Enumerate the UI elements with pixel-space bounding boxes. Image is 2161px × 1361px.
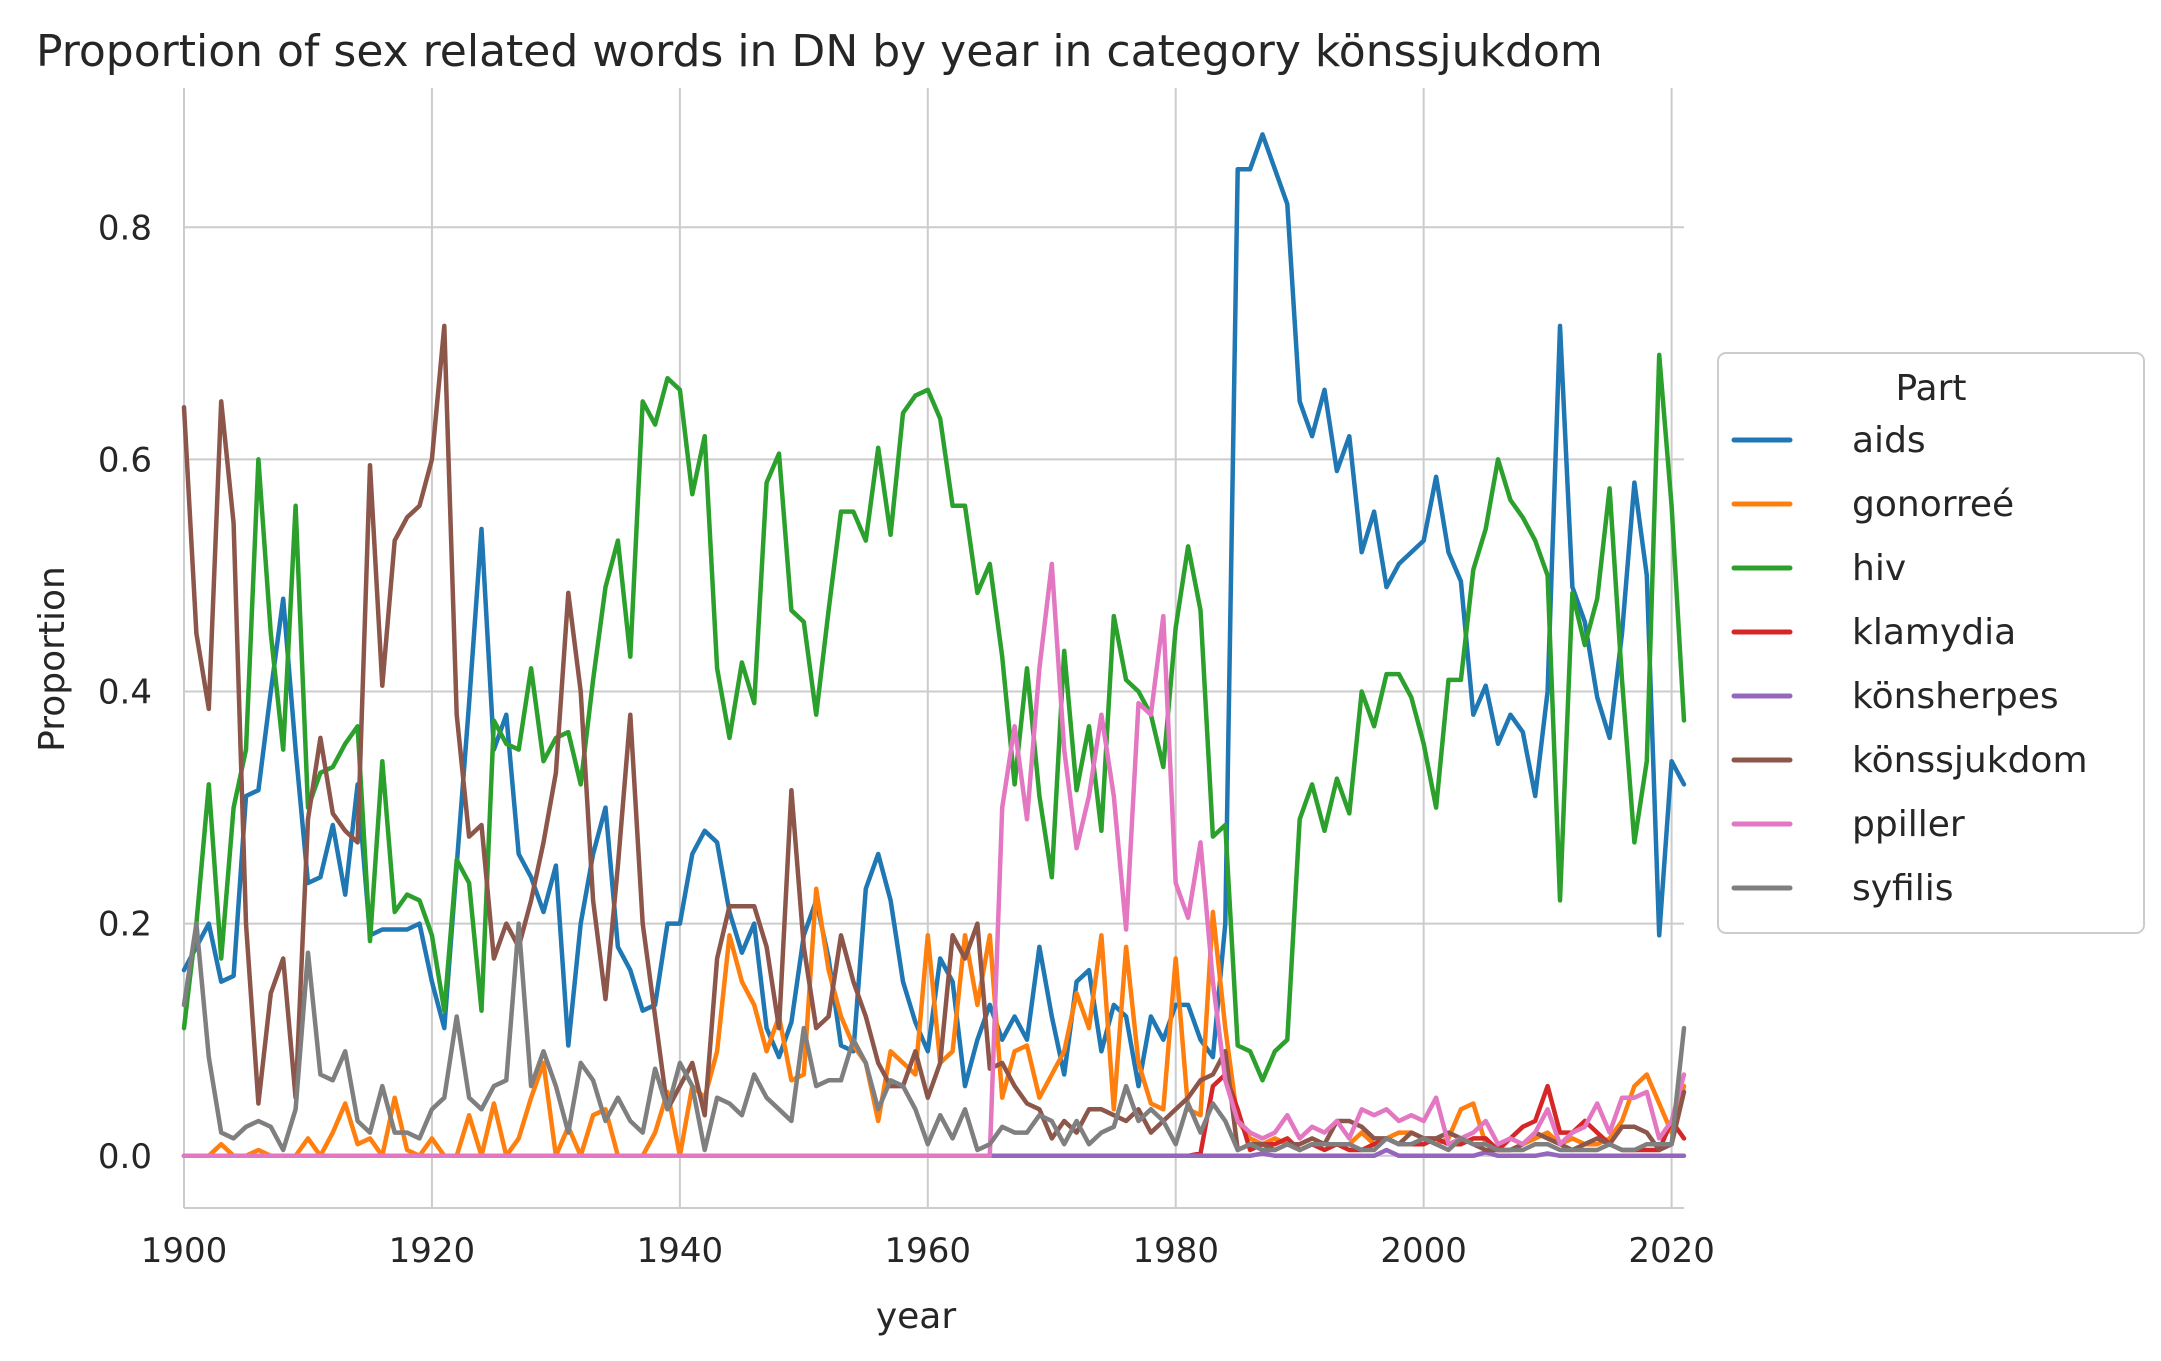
legend-label: klamydia [1852,612,2016,653]
grid-lines [183,88,1684,1208]
legend-item-könsherpes: könsherpes [1731,676,2059,717]
chart-title: Proportion of sex related words in DN by… [36,26,1603,77]
legend-label: könssjukdom [1852,740,2088,781]
legend-label: hiv [1852,548,1906,589]
series-line-aids [181,132,1687,1089]
legend-items: aids gonorreé hiv klamydia könsherpes könssju… [1731,420,2088,909]
x-tick-label: 1980 [1132,1231,1219,1271]
legend-label: aids [1852,420,1926,461]
legend-label: ppiller [1852,804,1965,845]
series-line-könsherpes [181,1147,1687,1159]
series-line-ppiller [181,561,1687,1159]
legend-title: Part [1895,368,1966,409]
legend: Part aids gonorreé hiv klamydia könsherpes kö… [1717,352,2145,934]
legend-label: gonorreé [1852,484,2014,525]
legend-item-aids: aids [1731,420,1926,461]
x-tick-label: 2020 [1628,1231,1715,1271]
legend-item-syfilis: syfilis [1731,868,1954,909]
y-tick-label: 0.4 [98,673,152,713]
legend-item-ppiller: ppiller [1731,804,1965,845]
y-tick-label: 0.6 [98,440,152,480]
legend-item-gonorreé: gonorreé [1731,484,2014,525]
y-tick-label: 0.0 [98,1137,152,1177]
x-tick-label: 1900 [141,1231,228,1271]
legend-label: syfilis [1852,868,1954,909]
axis-spines [183,88,1684,1209]
x-axis-ticks: 1900 1920 1940 1960 1980 2000 2020 [141,1231,1715,1271]
legend-item-klamydia: klamydia [1731,612,2016,653]
series-line-könssjukdom [181,323,1687,1153]
series-line-syfilis [181,921,1687,1153]
x-tick-label: 1960 [885,1231,972,1271]
x-tick-label: 1940 [637,1231,724,1271]
legend-item-hiv: hiv [1731,548,1906,589]
x-tick-label: 2000 [1380,1231,1467,1271]
x-axis-label: year [876,1296,957,1337]
legend-frame [1717,352,2145,934]
series-line-hiv [181,352,1687,1083]
legend-label: könsherpes [1852,676,2059,717]
y-tick-label: 0.2 [98,905,152,945]
y-tick-label: 0.8 [98,208,152,248]
series-layer [181,132,1687,1159]
y-axis-ticks: 0.0 0.2 0.4 0.6 0.8 [98,208,152,1176]
legend-item-könssjukdom: könssjukdom [1731,740,2088,781]
y-axis-label: Proportion [32,566,73,752]
x-tick-label: 1920 [389,1231,476,1271]
